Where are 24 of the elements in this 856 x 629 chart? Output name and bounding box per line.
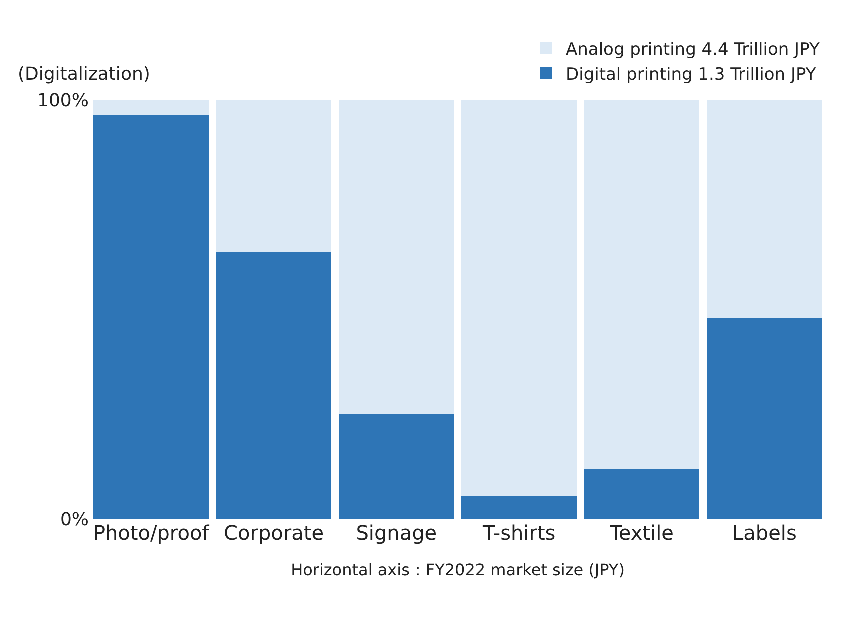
x-tick-label: T-shirts <box>482 521 556 545</box>
legend-label: Digital printing 1.3 Trillion JPY <box>566 64 817 85</box>
legend-label: Analog printing 4.4 Trillion JPY <box>566 40 820 60</box>
bar <box>216 252 332 519</box>
bar <box>707 318 822 519</box>
bar <box>94 100 209 116</box>
x-tick-label: Textile <box>609 521 674 545</box>
x-tick-label: Photo/proof <box>93 521 210 545</box>
bar <box>707 100 822 319</box>
bar <box>339 414 454 519</box>
y-tick-label: 100% <box>38 90 89 112</box>
x-tick-label: Corporate <box>224 521 324 545</box>
y-tick-label: 0% <box>60 509 89 530</box>
x-tick-label: Signage <box>356 521 438 545</box>
bar <box>339 100 454 414</box>
bar <box>462 496 577 519</box>
bar <box>94 116 209 519</box>
x-axis-title: Horizontal axis：FY2022 market size (JPY) <box>291 560 625 580</box>
bar <box>216 100 332 253</box>
bar <box>462 100 577 496</box>
x-tick-label: Labels <box>732 521 797 545</box>
y-axis-title: (Digitalization) <box>18 64 150 85</box>
bar <box>584 100 700 470</box>
bar <box>584 469 700 519</box>
